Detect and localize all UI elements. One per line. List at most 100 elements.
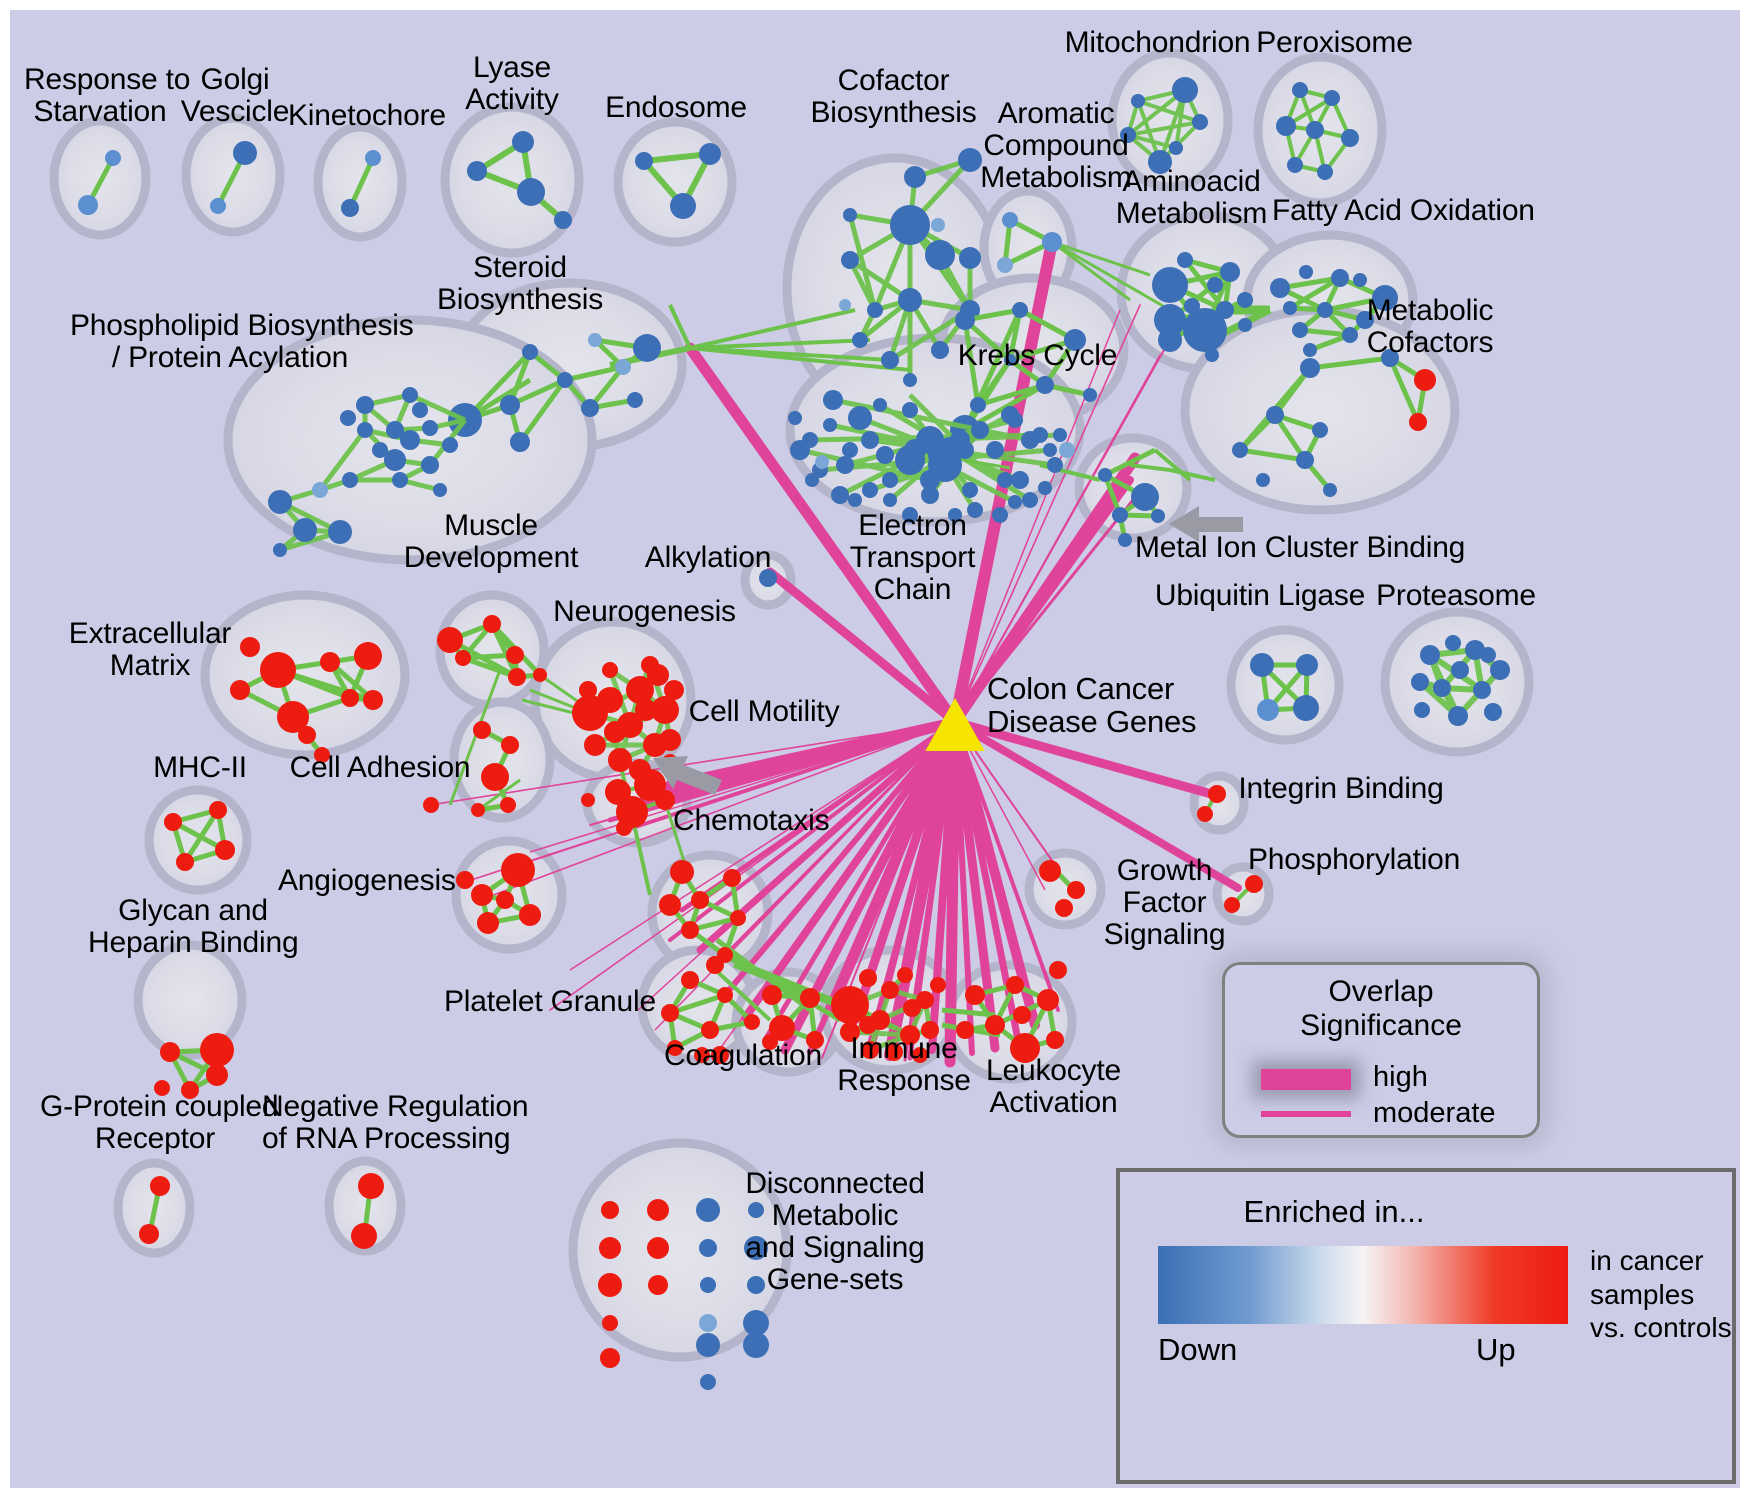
overlap-legend-title: Overlap Significance [1300,975,1462,1042]
label-aminoacid-metabolism: Aminoacid Metabolism [1115,165,1268,231]
cluster-phospholipid-biosynthesis[interactable] [268,387,467,557]
label-kinetochore: Kinetochore [288,99,446,132]
cluster-metabolic-cofactors[interactable] [1232,349,1436,497]
hub-triangle[interactable] [925,697,985,751]
label-growth-factor-signaling: Growth Factor Signaling [1103,854,1226,952]
label-glycan-heparin-binding: Glycan and Heparin Binding [88,894,299,960]
label-disconnected-gene-sets: Disconnected Metabolic and Signaling Gen… [745,1167,925,1297]
label-negative-regulation-rna: Negative Regulation of RNA Processing [262,1090,529,1156]
network-graph [49,48,1534,1390]
label-coagulation: Coagulation [664,1039,822,1072]
cluster-mhc-ii[interactable] [164,801,235,871]
cluster-leukocyte-activation[interactable] [956,961,1067,1063]
halo-endosome [613,117,737,247]
cluster-phosphorylation[interactable] [1224,875,1263,913]
cluster-aminoacid-metabolism[interactable] [1152,252,1253,362]
overlap-moderate-swatch [1261,1111,1351,1117]
cluster-proteasome[interactable] [1411,635,1510,726]
label-leukocyte-activation: Leukocyte Activation [986,1054,1121,1120]
label-peroxisome: Peroxisome [1256,26,1413,59]
label-aromatic-compound-metabolism: Aromatic Compound Metabolism [980,97,1132,195]
pointer-cell-motility [653,756,722,795]
label-cell-motility: Cell Motility [688,695,840,728]
cluster-coagulation[interactable] [762,985,824,1050]
cluster-kinetochore[interactable] [341,150,381,217]
cluster-peroxisome[interactable] [1276,82,1359,180]
halo-extracellular-matrix [200,590,410,760]
cluster-response-to-starvation[interactable] [78,150,121,215]
label-cofactor-biosynthesis: Cofactor Biosynthesis [810,64,977,130]
cluster-chemotaxis[interactable] [659,860,746,974]
cluster-fatty-acid-oxidation[interactable] [1270,265,1398,357]
cluster-lyase-activity[interactable] [467,131,572,229]
halo-proteasome [1380,607,1534,757]
label-krebs-cycle: Krebs Cycle [957,339,1118,372]
cluster-extracellular-matrix[interactable] [230,637,383,763]
label-angiogenesis: Angiogenesis [278,864,456,897]
cluster-g-protein-coupled-receptor[interactable] [139,1176,170,1244]
label-muscle-development: Muscle Development [403,509,579,575]
enrichment-legend: Enriched in... Down Up in cancer samples… [1116,1168,1736,1484]
label-alkylation: Alkylation [644,541,772,574]
cluster-muscle-development[interactable] [437,615,547,686]
network-canvas: Response to Starvation Golgi Vescicle Ki… [10,10,1740,1488]
label-fatty-acid-oxidation: Fatty Acid Oxidation [1272,194,1535,227]
enrichment-up-label: Up [1476,1332,1516,1367]
enrichment-side-text: in cancer samples vs. controls [1590,1245,1732,1344]
halo-disconnected-gene-sets [568,1138,792,1362]
label-colon-cancer-disease-genes: Colon Cancer Disease Genes [987,671,1197,740]
cluster-platelet-granule[interactable] [661,971,760,1064]
label-neurogenesis: Neurogenesis [553,595,736,628]
cluster-endosome[interactable] [635,143,721,219]
label-immune-response: Immune Response [837,1032,971,1098]
label-response-to-starvation: Response to Starvation [24,63,191,129]
cluster-angiogenesis[interactable] [456,853,541,934]
cluster-disconnected-gene-sets[interactable] [598,1198,769,1390]
overlap-high-swatch [1261,1069,1351,1090]
cluster-krebs-cycle[interactable] [950,302,1097,445]
cluster-glycan-heparin-binding[interactable] [154,1033,234,1099]
label-chemotaxis: Chemotaxis [673,804,830,837]
label-metabolic-cofactors: Metabolic Cofactors [1366,294,1494,360]
label-g-protein-coupled-receptor: G-Protein coupled Receptor [40,1090,279,1156]
cluster-negative-regulation-rna[interactable] [351,1173,384,1249]
label-lyase-activity: Lyase Activity [465,51,559,117]
cluster-aromatic-compound-metabolism[interactable] [997,212,1062,273]
label-proteasome: Proteasome [1376,579,1536,612]
label-steroid-biosynthesis: Steroid Biosynthesis [436,251,603,317]
cluster-growth-factor-signaling[interactable] [1039,860,1085,917]
enrichment-legend-title: Enriched in... [1243,1194,1425,1229]
label-electron-transport-chain: Electron Transport Chain [849,509,976,607]
label-mitochondrion: Mitochondrion [1064,26,1251,59]
pointer-metal-ion-cluster-binding [1169,506,1243,542]
cluster-golgi-vescicle[interactable] [210,141,257,214]
cluster-integrin-binding[interactable] [1197,785,1226,822]
label-mhc-ii: MHC-II [153,751,247,784]
cluster-metal-ion-cluster-binding[interactable] [1098,468,1165,547]
label-phosphorylation: Phosphorylation [1248,843,1461,876]
cluster-neurogenesis[interactable] [572,656,684,781]
cluster-alkylation[interactable] [759,569,777,587]
cluster-ubiquitin-ligase[interactable] [1250,653,1319,721]
cluster-cell-motility[interactable] [581,769,675,836]
cluster-mitochondrion[interactable] [1120,77,1208,174]
label-integrin-binding: Integrin Binding [1238,772,1444,805]
enrichment-down-label: Down [1158,1332,1238,1367]
label-cell-adhesion: Cell Adhesion [289,751,471,784]
label-endosome: Endosome [605,91,747,124]
label-phospholipid-biosynthesis: Phospholipid Biosynthesis / Protein Acyl… [70,309,414,375]
label-ubiquitin-ligase: Ubiquitin Ligase [1154,579,1366,612]
enrichment-gradient-bar [1158,1246,1568,1324]
cluster-cell-adhesion[interactable] [423,721,519,817]
label-platelet-granule: Platelet Granule [444,985,656,1018]
label-extracellular-matrix: Extracellular Matrix [68,617,232,683]
halo-mitochondrion [1107,48,1233,192]
cluster-electron-transport-chain[interactable] [788,390,1075,523]
overlap-high-label: high [1373,1061,1428,1093]
halo-glycan-heparin-binding [133,940,247,1060]
cluster-immune-response[interactable] [831,967,946,1063]
overlap-significance-legend: Overlap Significance high moderate [1222,962,1540,1138]
label-metal-ion-cluster-binding: Metal Ion Cluster Binding [1135,531,1466,564]
overlap-moderate-label: moderate [1373,1097,1496,1129]
